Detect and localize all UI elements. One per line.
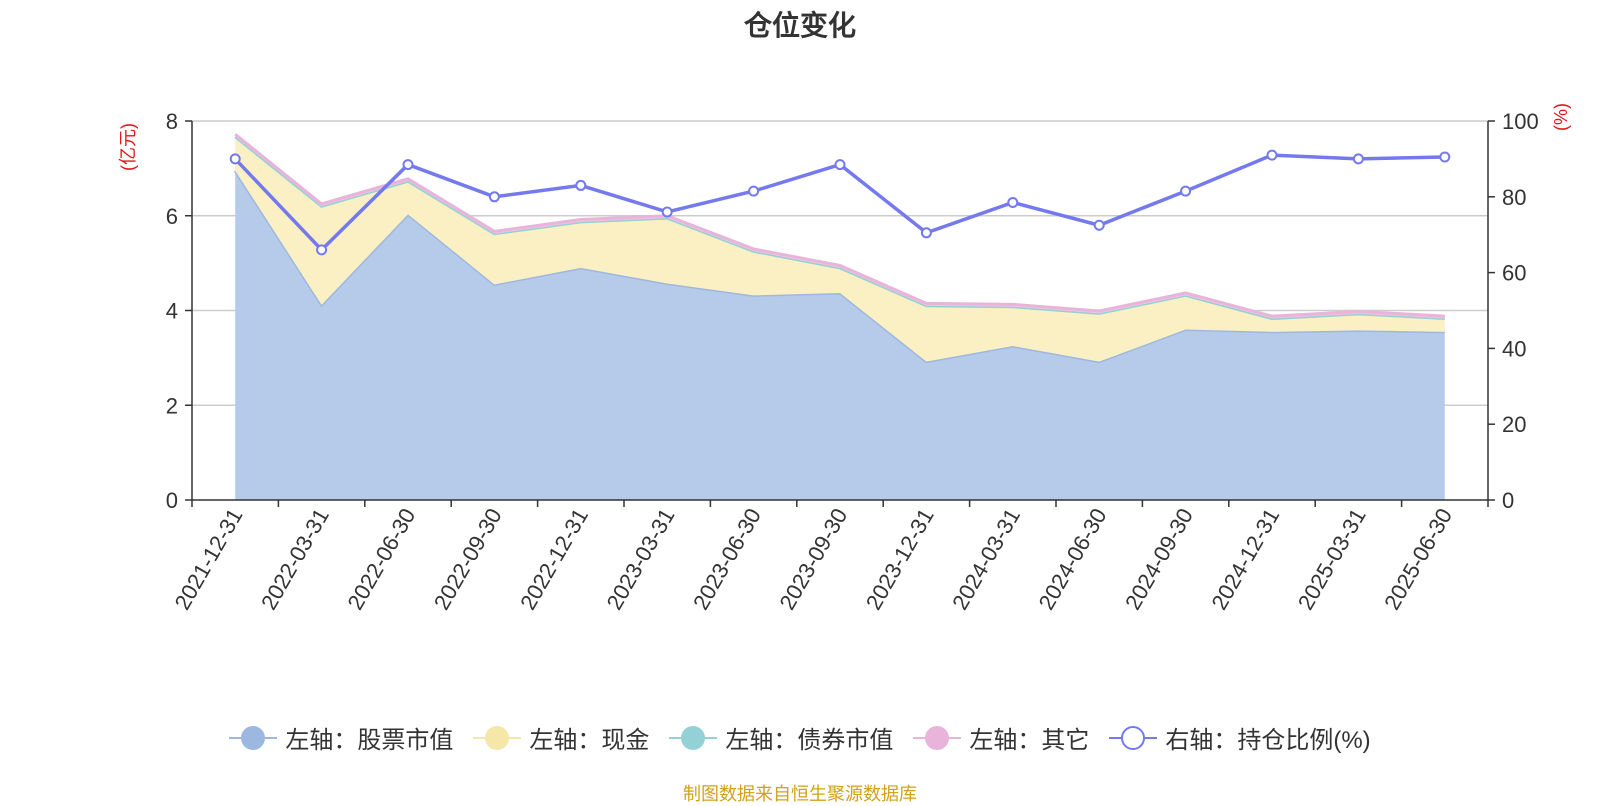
x-axis-tick-label: 2024-09-30 <box>1120 504 1198 614</box>
legend-label: 右轴：持仓比例(%) <box>1165 727 1371 754</box>
right-axis-unit: (%) <box>1551 103 1571 131</box>
x-axis-tick-label: 2023-06-30 <box>688 504 766 614</box>
legend-label: 左轴：现金 <box>529 727 650 754</box>
legend-label: 左轴：股票市值 <box>285 727 454 754</box>
line-point <box>229 153 241 165</box>
right-axis-tick-label: 0 <box>1502 488 1514 513</box>
x-axis-tick-label: 2025-03-31 <box>1293 504 1371 614</box>
right-axis-tick-label: 20 <box>1502 412 1526 437</box>
legend-item[interactable]: 左轴：股票市值 <box>229 720 453 755</box>
line-point <box>834 159 846 171</box>
x-axis-tick-label: 2022-03-31 <box>256 504 334 614</box>
x-axis-tick-label: 2024-06-30 <box>1034 504 1112 614</box>
left-axis-tick-label: 2 <box>166 393 178 418</box>
line-point <box>1266 149 1278 161</box>
legend-marker-icon <box>473 725 522 750</box>
x-axis-tick-label: 2024-03-31 <box>947 504 1025 614</box>
line-point <box>488 191 500 203</box>
right-axis-tick-label: 80 <box>1502 185 1526 210</box>
x-axis-tick-label: 2025-06-30 <box>1379 504 1457 614</box>
line-point <box>402 159 414 171</box>
right-axis-tick-label: 60 <box>1502 261 1526 286</box>
line-point <box>575 179 587 191</box>
line-point <box>748 185 760 197</box>
chart-legend: 左轴：股票市值 左轴：现金 左轴：债券市值 左轴：其它 右轴：持仓比例(%) <box>0 720 1600 755</box>
left-axis-tick-label: 4 <box>166 299 178 324</box>
legend-item[interactable]: 左轴：现金 <box>473 720 649 755</box>
x-axis-tick-label: 2021-12-31 <box>170 504 248 614</box>
legend-marker-icon <box>913 725 962 750</box>
line-point <box>920 227 932 239</box>
right-axis-tick-label: 40 <box>1502 336 1526 361</box>
x-axis-tick-label: 2022-06-30 <box>342 504 420 614</box>
legend-item[interactable]: 左轴：债券市值 <box>669 720 893 755</box>
left-axis-tick-label: 6 <box>166 204 178 229</box>
line-point <box>661 206 673 218</box>
x-axis-tick-label: 2023-03-31 <box>602 504 680 614</box>
chart-title: 仓位变化 <box>743 10 856 41</box>
left-axis-unit: (亿元) <box>118 123 138 171</box>
legend-marker-icon <box>669 725 718 750</box>
x-axis-tick-label: 2023-12-31 <box>861 504 939 614</box>
x-axis-tick-label: 2022-09-30 <box>429 504 507 614</box>
line-point <box>1180 185 1192 197</box>
area-line-series-4 <box>234 133 1445 318</box>
x-axis-tick-label: 2024-12-31 <box>1206 504 1284 614</box>
line-point <box>316 244 328 256</box>
line-point <box>1439 151 1451 163</box>
line-point <box>1007 196 1019 208</box>
legend-label: 左轴：其它 <box>969 727 1090 754</box>
legend-item[interactable]: 右轴：持仓比例(%) <box>1109 720 1371 755</box>
right-axis-tick-label: 100 <box>1502 109 1539 134</box>
legend-marker-icon <box>1109 725 1158 750</box>
line-point <box>1093 219 1105 231</box>
left-axis-tick-label: 0 <box>166 488 178 513</box>
area-series-1 <box>235 170 1445 500</box>
line-point <box>1352 153 1364 165</box>
legend-label: 左轴：债券市值 <box>725 727 894 754</box>
x-axis-tick-label: 2023-09-30 <box>774 504 852 614</box>
left-axis-tick-label: 8 <box>166 109 178 134</box>
legend-marker-icon <box>229 725 278 750</box>
x-axis-tick-label: 2022-12-31 <box>515 504 593 614</box>
source-note: 制图数据来自恒生聚源数据库 <box>683 784 917 804</box>
legend-item[interactable]: 左轴：其它 <box>913 720 1089 755</box>
